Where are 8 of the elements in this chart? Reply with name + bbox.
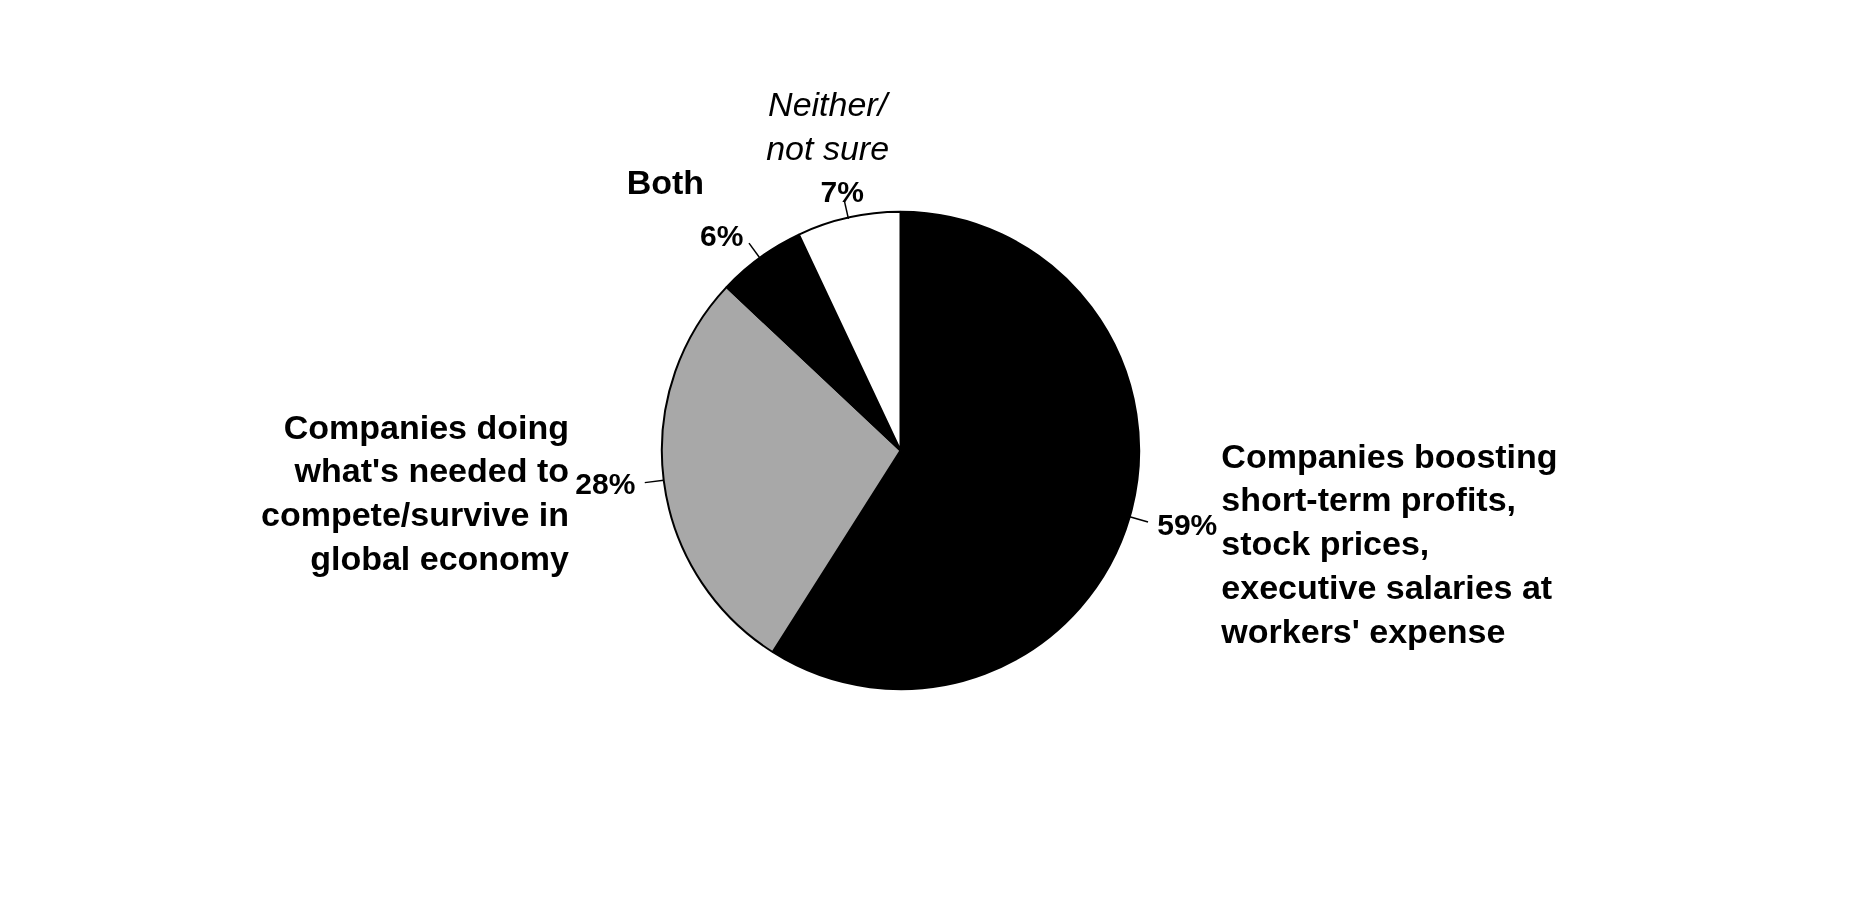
slice-label: Both (626, 162, 705, 201)
slice-label: Companies doing what's needed to compete/survive in global economy (260, 407, 570, 577)
data-label: 6% (700, 218, 744, 252)
data-label: 7% (820, 174, 864, 208)
slice-label: Companies boosting short-term profits, stock prices, executive salaries at workers' expense (1220, 436, 1558, 650)
data-label: 59% (1157, 508, 1218, 542)
data-label: 28% (575, 467, 636, 501)
slice-label: Neither/ not sure (766, 85, 891, 168)
